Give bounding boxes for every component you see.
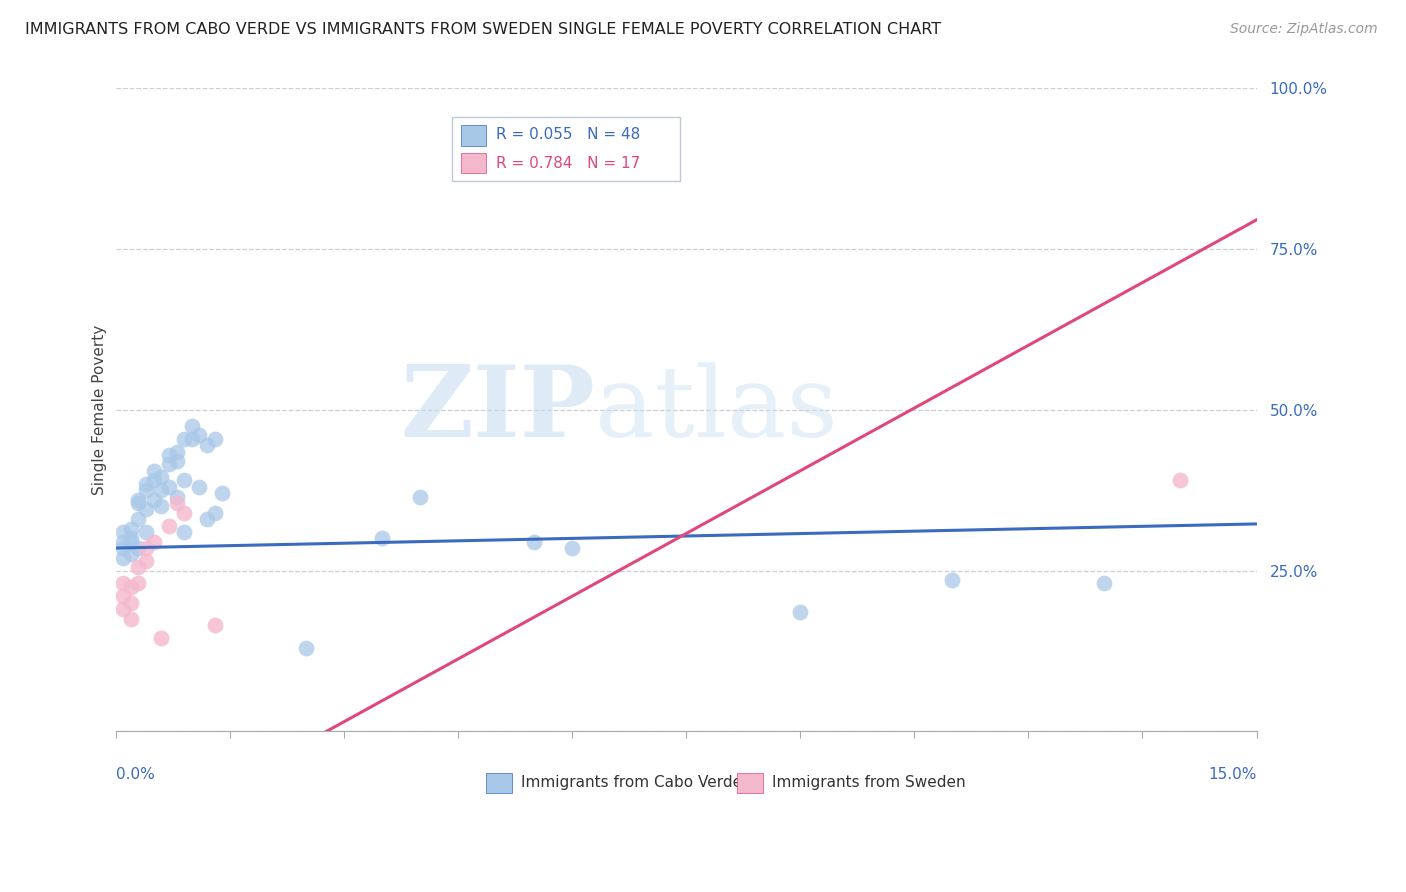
Point (561, 541, 583, 555)
Point (409, 490, 432, 504)
Point (789, 606, 811, 620)
Text: R = 0.784   N = 17: R = 0.784 N = 17 (495, 156, 640, 170)
Point (166, 496, 188, 510)
Point (188, 480, 211, 494)
Point (195, 512, 218, 526)
Point (204, 618, 226, 632)
FancyBboxPatch shape (461, 125, 486, 145)
Point (295, 640, 318, 655)
Point (157, 458, 180, 472)
Text: Immigrants from Cabo Verde: Immigrants from Cabo Verde (520, 775, 742, 789)
Point (150, 631, 173, 645)
Point (112, 550, 135, 565)
Point (135, 483, 157, 497)
Point (120, 532, 142, 546)
Point (1094, 576, 1116, 591)
Point (112, 590, 135, 604)
Point (112, 541, 135, 555)
Point (173, 474, 195, 488)
Point (142, 534, 165, 549)
Point (135, 476, 157, 491)
Point (120, 548, 142, 562)
Point (523, 534, 546, 549)
Text: 0.0%: 0.0% (115, 767, 155, 782)
Point (127, 496, 149, 510)
Point (166, 444, 188, 458)
Point (173, 506, 195, 520)
Point (135, 524, 157, 539)
Point (127, 492, 149, 507)
Point (157, 518, 180, 533)
Point (135, 554, 157, 568)
Point (142, 474, 165, 488)
Point (135, 502, 157, 516)
Point (157, 480, 180, 494)
Point (112, 602, 135, 616)
Point (166, 454, 188, 468)
Point (150, 470, 173, 484)
Point (120, 580, 142, 594)
Point (142, 492, 165, 507)
Point (188, 428, 211, 442)
Point (120, 534, 142, 549)
Y-axis label: Single Female Poverty: Single Female Poverty (93, 325, 107, 495)
Point (127, 576, 149, 591)
Point (204, 506, 226, 520)
Point (941, 573, 963, 587)
Point (142, 464, 165, 478)
Point (180, 432, 202, 446)
Point (150, 483, 173, 497)
Point (112, 576, 135, 591)
Point (204, 432, 226, 446)
Point (173, 524, 195, 539)
Text: atlas: atlas (595, 362, 838, 458)
Point (1170, 474, 1192, 488)
Text: IMMIGRANTS FROM CABO VERDE VS IMMIGRANTS FROM SWEDEN SINGLE FEMALE POVERTY CORRE: IMMIGRANTS FROM CABO VERDE VS IMMIGRANTS… (25, 22, 942, 37)
Point (371, 532, 394, 546)
Point (157, 448, 180, 462)
Text: Source: ZipAtlas.com: Source: ZipAtlas.com (1230, 22, 1378, 37)
FancyBboxPatch shape (486, 773, 512, 793)
Point (112, 524, 135, 539)
FancyBboxPatch shape (453, 117, 681, 181)
Point (120, 522, 142, 536)
Point (211, 486, 233, 500)
Text: ZIP: ZIP (399, 361, 595, 458)
Point (127, 560, 149, 574)
Point (166, 490, 188, 504)
FancyBboxPatch shape (737, 773, 762, 793)
Text: 15.0%: 15.0% (1208, 767, 1257, 782)
Point (120, 612, 142, 626)
Point (150, 500, 173, 514)
Point (120, 596, 142, 610)
Point (195, 438, 218, 452)
Point (180, 418, 202, 433)
Point (127, 512, 149, 526)
Text: Immigrants from Sweden: Immigrants from Sweden (772, 775, 966, 789)
FancyBboxPatch shape (461, 153, 486, 174)
Point (127, 541, 149, 555)
Text: R = 0.055   N = 48: R = 0.055 N = 48 (495, 128, 640, 143)
Point (135, 541, 157, 555)
Point (112, 534, 135, 549)
Point (173, 432, 195, 446)
